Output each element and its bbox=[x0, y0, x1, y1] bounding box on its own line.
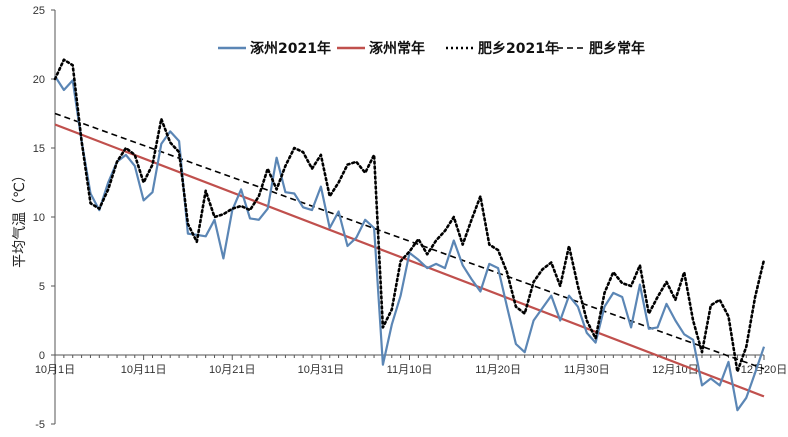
y-tick-label: 15 bbox=[33, 143, 45, 155]
series-lines bbox=[53, 58, 766, 412]
series-line-2 bbox=[53, 58, 766, 373]
y-tick-label: 5 bbox=[39, 281, 45, 293]
x-tick-label: 12月10日 bbox=[652, 364, 698, 376]
y-tick-label: 10 bbox=[33, 212, 45, 224]
y-tick-label: -5 bbox=[35, 419, 45, 431]
x-tick-label: 10月1日 bbox=[35, 364, 75, 376]
series-line-0 bbox=[54, 75, 766, 412]
y-tick-label: 25 bbox=[33, 5, 45, 17]
y-tick-label: 20 bbox=[33, 74, 45, 86]
x-axis: 10月1日 10月11日 10月21日 10月31日 11月10日 11月20日 11月30… bbox=[35, 354, 787, 376]
x-tick-label: 11月20日 bbox=[475, 364, 521, 376]
y-tick-label: 0 bbox=[39, 350, 45, 362]
legend-label-3: 肥乡常年 bbox=[589, 40, 645, 57]
x-tick-label: 10月21日 bbox=[209, 364, 255, 376]
legend-label-2: 肥乡2021年 bbox=[478, 40, 559, 57]
legend: 涿州2021年 涿州常年 肥乡2021年 肥乡常年 bbox=[218, 40, 645, 57]
x-tick-label: 11月30日 bbox=[564, 364, 610, 376]
x-tick-label: 10月31日 bbox=[298, 364, 344, 376]
x-tick-label: 12月20日 bbox=[741, 364, 787, 376]
y-axis-label: 平均气温（℃） bbox=[12, 168, 28, 268]
x-tick-label: 11月10日 bbox=[387, 364, 433, 376]
legend-label-0: 涿州2021年 bbox=[250, 40, 331, 57]
x-tick-label: 10月11日 bbox=[121, 364, 167, 376]
series-line-1 bbox=[54, 123, 765, 398]
series-line-3 bbox=[54, 112, 765, 370]
legend-label-1: 涿州常年 bbox=[369, 40, 425, 57]
